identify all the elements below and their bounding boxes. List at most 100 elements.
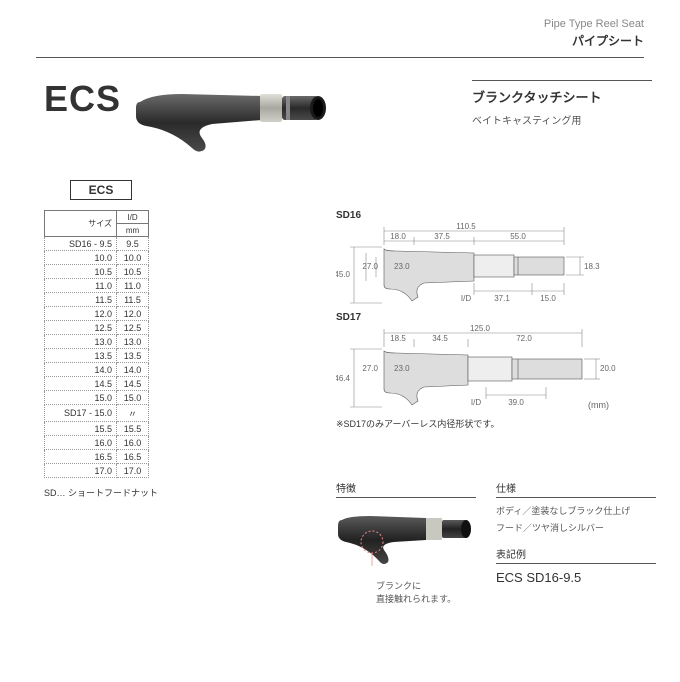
col-id-header-bot: mm xyxy=(117,224,149,237)
table-row: 16.516.5 xyxy=(45,450,149,464)
subtitle-rule xyxy=(472,80,652,81)
cell-size: 13.5 xyxy=(45,349,117,363)
svg-text:45.0: 45.0 xyxy=(336,270,351,279)
header-rule xyxy=(36,57,644,58)
cell-id: 16.5 xyxy=(117,450,149,464)
cell-size: 17.0 xyxy=(45,464,117,478)
specs-label: 仕様 xyxy=(496,480,656,495)
cell-size: SD17 - 15.0 xyxy=(45,405,117,422)
table-label: ECS xyxy=(70,180,133,200)
cell-size: 11.5 xyxy=(45,293,117,307)
cell-size: 14.5 xyxy=(45,377,117,391)
diagram-sd17: SD17 125.0 18.5 34.5 72.0 46.4 27.0 23.0… xyxy=(336,312,626,430)
table-row: SD17 - 15.0〃 xyxy=(45,405,149,422)
example-label: 表記例 xyxy=(496,546,656,561)
subtitle-use: ベイトキャスティング用 xyxy=(472,112,652,127)
svg-text:27.0: 27.0 xyxy=(362,364,378,373)
spec-table: サイズ I/D mm SD16 - 9.59.510.010.010.510.5… xyxy=(44,210,149,478)
svg-text:55.0: 55.0 xyxy=(510,232,526,241)
features-annotation: ブランクに 直接触れられます。 xyxy=(376,579,476,605)
cell-size: 14.0 xyxy=(45,363,117,377)
features-label: 特徴 xyxy=(336,480,476,495)
cell-id: 15.0 xyxy=(117,391,149,405)
cell-size: 11.0 xyxy=(45,279,117,293)
svg-text:15.0: 15.0 xyxy=(540,294,556,303)
svg-text:39.0: 39.0 xyxy=(508,398,524,407)
unit-mm: (mm) xyxy=(588,400,609,410)
features-block: 特徴 ブランクに 直接触れられます。 xyxy=(336,480,476,605)
product-code-title: ECS xyxy=(44,78,121,120)
cell-size: 15.5 xyxy=(45,422,117,436)
header-en: Pipe Type Reel Seat xyxy=(0,18,644,30)
table-row: 15.515.5 xyxy=(45,422,149,436)
cell-size: 16.5 xyxy=(45,450,117,464)
cell-id: 10.5 xyxy=(117,265,149,279)
cell-id: 14.0 xyxy=(117,363,149,377)
diagram-sd16-label: SD16 xyxy=(336,210,616,221)
diagram-sd17-label: SD17 xyxy=(336,312,626,323)
spec-table-block: ECS サイズ I/D mm SD16 - 9.59.510.010.010.5… xyxy=(44,180,158,499)
svg-text:20.0: 20.0 xyxy=(600,364,616,373)
svg-text:46.4: 46.4 xyxy=(336,374,351,383)
header-jp: パイプシート xyxy=(0,32,644,49)
example-value: ECS SD16-9.5 xyxy=(496,570,656,585)
table-row: 10.010.0 xyxy=(45,251,149,265)
cell-id: 13.0 xyxy=(117,335,149,349)
cell-id: 10.0 xyxy=(117,251,149,265)
svg-text:110.5: 110.5 xyxy=(456,223,476,231)
svg-text:37.1: 37.1 xyxy=(494,294,510,303)
cell-size: 15.0 xyxy=(45,391,117,405)
svg-text:37.5: 37.5 xyxy=(434,232,450,241)
svg-text:18.5: 18.5 xyxy=(390,334,406,343)
cell-id: 12.5 xyxy=(117,321,149,335)
subtitle-panel: ブランクタッチシート ベイトキャスティング用 xyxy=(472,78,652,127)
cell-size: 10.0 xyxy=(45,251,117,265)
specs-rule xyxy=(496,497,656,498)
table-row: SD16 - 9.59.5 xyxy=(45,237,149,251)
features-rule xyxy=(336,497,476,498)
table-row: 11.011.0 xyxy=(45,279,149,293)
table-row: 13.513.5 xyxy=(45,349,149,363)
table-row: 16.016.0 xyxy=(45,436,149,450)
specs-block: 仕様 ボディ／塗装なしブラック仕上げ フード／ツヤ消しシルバー 表記例 ECS … xyxy=(496,480,656,585)
spec-line-1: ボディ／塗装なしブラック仕上げ xyxy=(496,504,656,517)
svg-text:125.0: 125.0 xyxy=(470,325,491,333)
table-row: 10.510.5 xyxy=(45,265,149,279)
cell-size: SD16 - 9.5 xyxy=(45,237,117,251)
svg-text:34.5: 34.5 xyxy=(432,334,448,343)
cell-id: 14.5 xyxy=(117,377,149,391)
table-row: 12.012.0 xyxy=(45,307,149,321)
diagram-sd16: SD16 110.5 18.0 37.5 55.0 45.0 27.0 23.0… xyxy=(336,210,616,309)
svg-text:27.0: 27.0 xyxy=(362,262,378,271)
svg-text:I/D: I/D xyxy=(461,294,471,303)
diagram-sd17-note: ※SD17のみアーバーレス内径形状です。 xyxy=(336,417,626,430)
cell-id: 9.5 xyxy=(117,237,149,251)
cell-size: 16.0 xyxy=(45,436,117,450)
cell-id: 13.5 xyxy=(117,349,149,363)
svg-text:23.0: 23.0 xyxy=(394,364,410,373)
svg-text:72.0: 72.0 xyxy=(516,334,532,343)
cell-id: 11.0 xyxy=(117,279,149,293)
cell-id: 11.5 xyxy=(117,293,149,307)
table-row: 13.013.0 xyxy=(45,335,149,349)
table-footnote: SD… ショートフードナット xyxy=(44,486,158,499)
product-photo xyxy=(132,76,342,157)
table-row: 17.017.0 xyxy=(45,464,149,478)
col-id-header-top: I/D xyxy=(117,211,149,224)
cell-size: 12.0 xyxy=(45,307,117,321)
example-rule xyxy=(496,563,656,564)
spec-line-2: フード／ツヤ消しシルバー xyxy=(496,521,656,534)
cell-id: 12.0 xyxy=(117,307,149,321)
features-illustration xyxy=(336,504,476,574)
page-header: Pipe Type Reel Seat パイプシート xyxy=(0,0,680,49)
subtitle-heading: ブランクタッチシート xyxy=(472,87,652,106)
table-row: 12.512.5 xyxy=(45,321,149,335)
cell-id: 〃 xyxy=(117,405,149,422)
svg-text:I/D: I/D xyxy=(471,398,481,407)
svg-text:23.0: 23.0 xyxy=(394,262,410,271)
cell-size: 10.5 xyxy=(45,265,117,279)
table-row: 14.514.5 xyxy=(45,377,149,391)
table-row: 15.015.0 xyxy=(45,391,149,405)
cell-id: 15.5 xyxy=(117,422,149,436)
svg-text:18.0: 18.0 xyxy=(390,232,406,241)
